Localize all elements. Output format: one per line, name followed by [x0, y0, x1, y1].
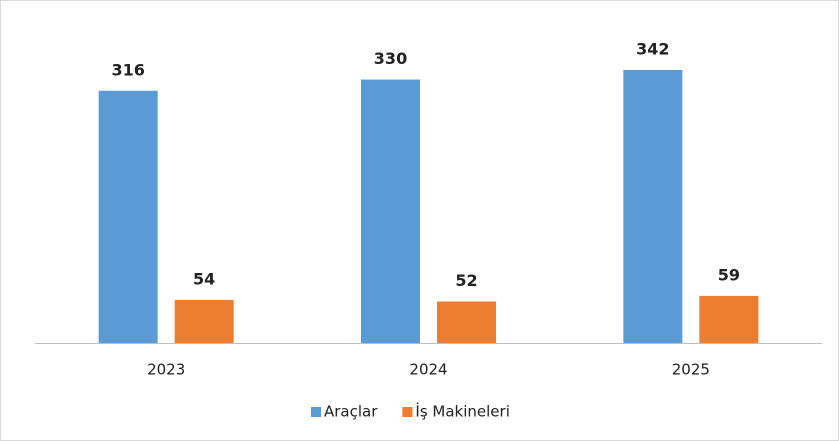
bar [437, 301, 496, 343]
legend-label: İş Makineleri [415, 402, 509, 421]
bar [361, 79, 420, 343]
bar [699, 295, 759, 343]
value-label: 330 [374, 49, 407, 68]
value-label: 59 [718, 265, 740, 284]
bar [623, 70, 683, 343]
legend-label: Araçlar [324, 403, 378, 421]
legend-swatch [311, 407, 321, 417]
x-tick-label: 2024 [409, 361, 447, 379]
value-label: 316 [111, 60, 144, 79]
x-tick-label: 2023 [147, 361, 185, 379]
value-label: 52 [455, 271, 477, 290]
bar [98, 90, 158, 343]
value-label: 54 [193, 269, 215, 288]
x-tick-label: 2025 [672, 361, 710, 379]
value-label: 342 [636, 40, 669, 59]
bar [174, 299, 234, 343]
legend-swatch [402, 407, 413, 417]
